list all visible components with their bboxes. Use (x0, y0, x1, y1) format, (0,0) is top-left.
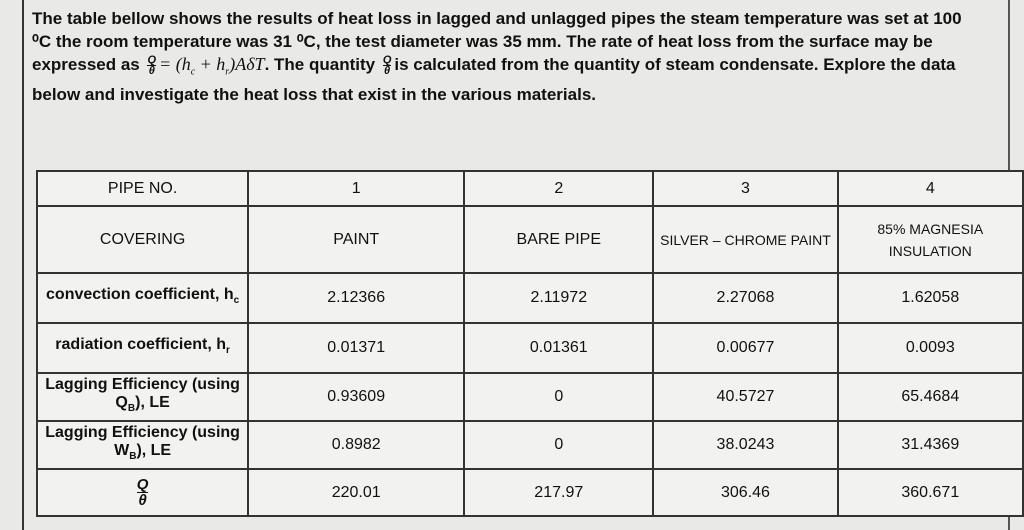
table-cell: 31.4369 (836, 420, 1024, 470)
label-text: COVERING (99, 230, 186, 248)
header-cell: PIPE NO. (35, 170, 250, 207)
table-cell: 2.11972 (463, 272, 655, 324)
denominator: θ (148, 65, 155, 78)
table-cell: 360.671 (836, 468, 1024, 517)
header-cell: 3 (652, 170, 839, 207)
table-row: Lagging Efficiency (using QB), LE 0.93609… (35, 372, 1024, 422)
table-cell: 306.46 (652, 468, 839, 517)
subscript: r (225, 66, 230, 78)
table-cell: 0.00677 (652, 322, 839, 374)
table-cell: 85% MAGNESIA INSULATION (836, 205, 1024, 274)
table-cell: SILVER – CHROME PAINT (652, 205, 839, 274)
intro-paragraph: The table bellow shows the results of he… (32, 8, 982, 107)
table-row: convection coefficient, hc 2.12366 2.11972… (35, 272, 1024, 324)
row-label: convection coefficient, hc (35, 272, 250, 324)
header-cell: 1 (247, 170, 466, 207)
table-cell: 0.0093 (836, 322, 1024, 374)
table-cell: 220.01 (247, 468, 466, 517)
table-cell: 38.0243 (652, 420, 839, 470)
table-cell: 0.01361 (463, 322, 655, 374)
formula: = (hc + hr)AδT (159, 54, 265, 78)
row-label: Lagging Efficiency (using QB), LE (35, 372, 250, 422)
numerator: Q (147, 54, 157, 67)
numerator: Q (382, 54, 392, 67)
subscript: B (129, 451, 137, 463)
header-cell: 2 (463, 170, 655, 207)
intro-text: . The quantity (264, 55, 376, 74)
table-cell: PAINT (247, 205, 466, 274)
table-cell: 0 (463, 420, 655, 470)
formula-text: + h (195, 54, 226, 74)
table-cell: 65.4684 (836, 372, 1024, 422)
subscript: c (233, 295, 240, 307)
label-text: radiation coefficient, h (55, 335, 226, 353)
table-cell: 0.8982 (247, 420, 466, 470)
formula-text: = (h (159, 54, 191, 74)
results-table: PIPE NO. 1 2 3 4 COVERING PAINT BARE PIPE SILVER… (35, 170, 1024, 517)
row-label: radiation coefficient, hr (35, 322, 250, 374)
table-cell: 217.97 (463, 468, 655, 517)
denominator: θ (138, 492, 147, 509)
label-text: ), LE (136, 441, 172, 459)
label-text: Lagging Efficiency (using Q (45, 375, 240, 411)
intro-text: The table bellow shows the results of he… (32, 9, 962, 74)
numerator: Q (136, 476, 149, 493)
label-text: Lagging Efficiency (using W (45, 423, 240, 459)
table-cell: 0 (463, 372, 655, 422)
label-text: ), LE (135, 393, 170, 411)
intro-text: is calculated from the quantity of steam… (32, 55, 956, 105)
row-label: Lagging Efficiency (using WB), LE (35, 420, 250, 470)
table-cell: BARE PIPE (463, 205, 655, 274)
table-row: COVERING PAINT BARE PIPE SILVER – CHROME PA… (35, 205, 1024, 274)
table-row: radiation coefficient, hr 0.01371 0.01361 0… (35, 322, 1024, 374)
header-row: PIPE NO. 1 2 3 4 (35, 170, 1024, 207)
subscript: B (127, 403, 136, 415)
label-text: convection coefficient, h (46, 285, 234, 303)
formula-text: )AδT (229, 54, 265, 74)
table-cell: 0.01371 (247, 322, 466, 374)
subscript: c (190, 66, 196, 78)
table-cell: 40.5727 (652, 372, 839, 422)
row-label: COVERING (35, 205, 250, 274)
subscript: r (225, 345, 230, 357)
table-row: Lagging Efficiency (using WB), LE 0.8982 0… (35, 420, 1024, 470)
table-cell: 2.12366 (247, 272, 466, 324)
table-cell: 0.93609 (247, 372, 466, 422)
table-cell: 2.27068 (652, 272, 839, 324)
header-cell: 4 (836, 170, 1024, 207)
table-cell: 1.62058 (836, 272, 1024, 324)
denominator: θ (384, 65, 391, 78)
